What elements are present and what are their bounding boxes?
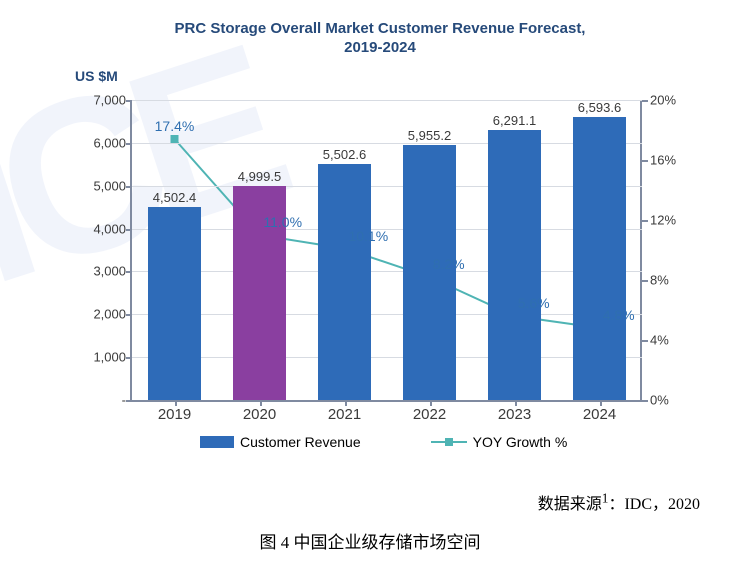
y-left-tick-mark xyxy=(126,186,132,188)
legend-line-swatch xyxy=(431,436,467,448)
bar-value-label: 6,593.6 xyxy=(578,100,621,117)
gridline xyxy=(132,314,642,315)
legend-item-line: YOY Growth % xyxy=(431,434,568,450)
x-tick-mark xyxy=(345,400,347,406)
line-value-label: 11.0% xyxy=(263,214,302,230)
legend-line-label: YOY Growth % xyxy=(473,434,568,450)
y-left-tick-mark xyxy=(126,229,132,231)
growth-line xyxy=(132,100,642,400)
bar: 6,291.1 xyxy=(488,130,541,400)
y-left-tick-mark xyxy=(126,357,132,359)
bar-value-label: 5,502.6 xyxy=(323,147,366,164)
legend: Customer Revenue YOY Growth % xyxy=(200,434,567,450)
line-value-label: 17.4% xyxy=(155,118,195,134)
revenue-forecast-chart: PRC Storage Overall Market Customer Reve… xyxy=(60,20,700,450)
legend-bar-label: Customer Revenue xyxy=(240,434,361,450)
line-value-label: 5.6% xyxy=(518,295,550,311)
bar: 4,502.4 xyxy=(148,207,201,400)
y-left-tick-mark xyxy=(126,100,132,102)
source-rest: ：IDC，2020 xyxy=(608,496,700,513)
line-value-label: 10.1% xyxy=(348,228,388,244)
legend-bar-swatch xyxy=(200,436,234,448)
y-right-tick-mark xyxy=(642,280,648,282)
legend-item-bar: Customer Revenue xyxy=(200,434,361,450)
y-left-tick-mark xyxy=(126,314,132,316)
bar-value-label: 4,999.5 xyxy=(238,169,281,186)
plot-area: -1,0002,0003,0004,0005,0006,0007,0000%4%… xyxy=(130,100,642,402)
y-left-tick-mark xyxy=(126,143,132,145)
x-tick-mark xyxy=(515,400,517,406)
chart-title-line2: 2019-2024 xyxy=(60,39,700,58)
y-right-tick-mark xyxy=(642,100,648,102)
bar: 5,955.2 xyxy=(403,145,456,400)
figure-caption: 图 4 中国企业级存储市场空间 xyxy=(0,528,740,553)
y-right-tick-mark xyxy=(642,340,648,342)
bar-value-label: 4,502.4 xyxy=(153,190,196,207)
bar: 5,502.6 xyxy=(318,164,371,400)
gridline xyxy=(132,271,642,272)
x-tick-mark xyxy=(600,400,602,406)
x-tick-mark xyxy=(260,400,262,406)
bar: 6,593.6 xyxy=(573,117,626,400)
chart-title: PRC Storage Overall Market Customer Reve… xyxy=(60,20,700,58)
bar-value-label: 5,955.2 xyxy=(408,128,451,145)
y-left-tick-mark xyxy=(126,400,132,402)
y-left-tick-mark xyxy=(126,271,132,273)
x-tick-mark xyxy=(430,400,432,406)
y-right-tick-mark xyxy=(642,160,648,162)
gridline xyxy=(132,143,642,144)
chart-title-line1: PRC Storage Overall Market Customer Reve… xyxy=(60,20,700,39)
y-axis-left-label: US $M xyxy=(75,68,118,84)
y-right-tick-mark xyxy=(642,220,648,222)
gridline xyxy=(132,100,642,101)
line-value-label: 8.2% xyxy=(433,256,465,272)
source-label: 数据来源 xyxy=(538,496,602,513)
gridline xyxy=(132,186,642,187)
gridline xyxy=(132,357,642,358)
line-value-label: 4.8% xyxy=(603,307,635,323)
y-right-tick-mark xyxy=(642,400,648,402)
data-source: 数据来源1：IDC，2020 xyxy=(538,490,700,514)
x-tick-mark xyxy=(175,400,177,406)
bar-value-label: 6,291.1 xyxy=(493,113,536,130)
